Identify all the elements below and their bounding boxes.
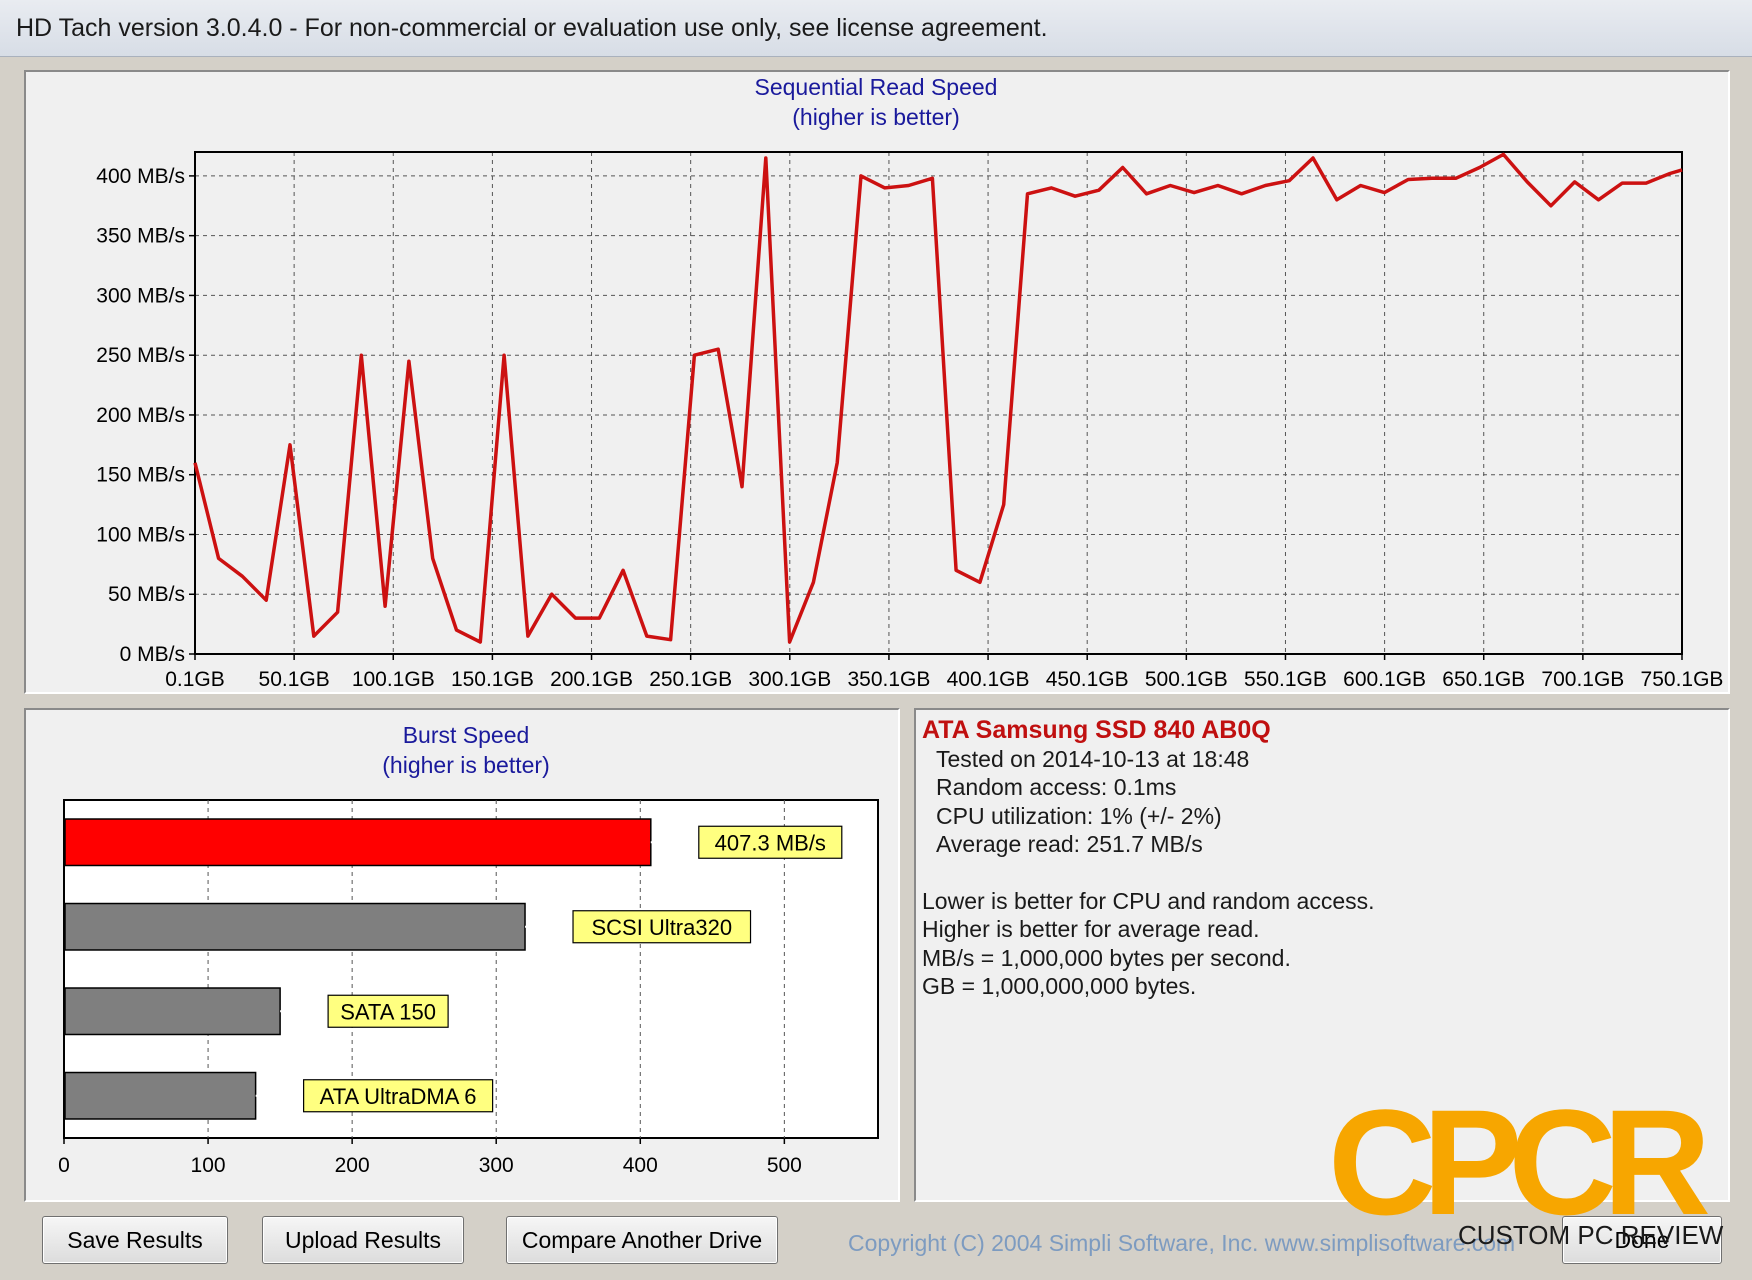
chart-title: Burst Speed bbox=[403, 722, 530, 748]
x-tick-label: 350.1GB bbox=[847, 668, 930, 691]
x-tick-label: 100 bbox=[191, 1154, 226, 1177]
note-line: Higher is better for average read. bbox=[922, 916, 1260, 942]
x-tick-label: 500.1GB bbox=[1145, 668, 1228, 691]
logo-caption: CUSTOM PC REVIEW bbox=[1458, 1220, 1724, 1248]
note-line: MB/s = 1,000,000 bytes per second. bbox=[922, 945, 1291, 971]
y-tick-label: 300 MB/s bbox=[96, 284, 185, 307]
bar-label-box bbox=[303, 1079, 494, 1113]
burst-speed-chart: Burst Speed (higher is better) 407.3 MB/… bbox=[58, 722, 879, 1177]
bar-label-box bbox=[698, 825, 843, 859]
bar bbox=[64, 987, 281, 1036]
plot-area-frame bbox=[194, 151, 1683, 655]
y-tick-label: 350 MB/s bbox=[96, 225, 185, 248]
tested-date: Tested on 2014-10-13 at 18:48 bbox=[936, 746, 1250, 772]
x-tick-label: 200 bbox=[335, 1154, 370, 1177]
y-tick-label: 400 MB/s bbox=[96, 165, 185, 188]
x-tick-label: 400.1GB bbox=[947, 668, 1030, 691]
chart-subtitle: (higher is better) bbox=[382, 752, 549, 778]
bar-label: ATA UltraDMA 6 bbox=[320, 1084, 477, 1109]
sequential-read-panel: Sequential Read Speed (higher is better)… bbox=[24, 70, 1730, 694]
y-tick-label: 100 MB/s bbox=[96, 523, 185, 546]
copyright-text: Copyright (C) 2004 Simpli Software, Inc.… bbox=[848, 1230, 1516, 1256]
bar-label: SATA 150 bbox=[340, 999, 436, 1024]
bar-label: 407.3 MB/s bbox=[715, 830, 826, 855]
title-bar: HD Tach version 3.0.4.0 - For non-commer… bbox=[0, 0, 1752, 57]
upload-results-button[interactable]: Upload Results bbox=[262, 1216, 464, 1264]
save-results-button[interactable]: Save Results bbox=[42, 1216, 228, 1264]
drive-info-panel: ATA Samsung SSD 840 AB0Q Tested on 2014-… bbox=[914, 708, 1730, 1202]
note-line: GB = 1,000,000,000 bytes. bbox=[922, 973, 1197, 999]
cpcr-watermark-logo: CPCR CUSTOM PC REVIEW bbox=[1328, 1108, 1724, 1248]
logo-letters: CPCR bbox=[1328, 1108, 1709, 1246]
chart-subtitle: (higher is better) bbox=[792, 104, 959, 130]
window-title: HD Tach version 3.0.4.0 - For non-commer… bbox=[16, 14, 1048, 42]
x-tick-label: 700.1GB bbox=[1541, 668, 1624, 691]
x-tick-label: 0 bbox=[58, 1154, 70, 1177]
series-line bbox=[193, 152, 1683, 644]
bar bbox=[64, 1071, 257, 1120]
y-tick-label: 150 MB/s bbox=[96, 464, 185, 487]
x-tick-label: 250.1GB bbox=[649, 668, 732, 691]
x-tick-label: 150.1GB bbox=[451, 668, 534, 691]
x-tick-label: 200.1GB bbox=[550, 668, 633, 691]
note-line: Lower is better for CPU and random acces… bbox=[922, 888, 1375, 914]
x-tick-label: 300 bbox=[479, 1154, 514, 1177]
bar-label-box bbox=[327, 994, 449, 1028]
cpu-utilization: CPU utilization: 1% (+/- 2%) bbox=[936, 803, 1222, 829]
x-tick-label: 550.1GB bbox=[1244, 668, 1327, 691]
x-tick-label: 0.1GB bbox=[165, 668, 225, 691]
y-tick-label: 50 MB/s bbox=[108, 583, 185, 606]
bar bbox=[64, 818, 652, 867]
x-tick-label: 600.1GB bbox=[1343, 668, 1426, 691]
compare-another-drive-button[interactable]: Compare Another Drive bbox=[506, 1216, 778, 1264]
bar-label-box bbox=[572, 910, 752, 944]
drive-name: ATA Samsung SSD 840 AB0Q bbox=[922, 716, 1271, 744]
x-tick-label: 500 bbox=[767, 1154, 802, 1177]
x-tick-label: 100.1GB bbox=[352, 668, 435, 691]
done-button[interactable]: Done bbox=[1562, 1216, 1722, 1264]
bar-label: SCSI Ultra320 bbox=[591, 915, 732, 940]
sequential-read-chart: Sequential Read Speed (higher is better)… bbox=[96, 74, 1724, 691]
chart-title: Sequential Read Speed bbox=[755, 74, 998, 100]
x-tick-label: 450.1GB bbox=[1046, 668, 1129, 691]
x-tick-label: 650.1GB bbox=[1442, 668, 1525, 691]
x-tick-label: 300.1GB bbox=[748, 668, 831, 691]
average-read: Average read: 251.7 MB/s bbox=[936, 831, 1203, 857]
bar bbox=[64, 902, 526, 951]
random-access: Random access: 0.1ms bbox=[936, 774, 1177, 800]
y-tick-label: 200 MB/s bbox=[96, 404, 185, 427]
x-tick-label: 400 bbox=[623, 1154, 658, 1177]
x-tick-label: 750.1GB bbox=[1641, 668, 1724, 691]
burst-speed-panel: Burst Speed (higher is better) 407.3 MB/… bbox=[24, 708, 900, 1202]
x-tick-label: 50.1GB bbox=[259, 668, 330, 691]
y-tick-label: 250 MB/s bbox=[96, 344, 185, 367]
y-tick-label: 0 MB/s bbox=[120, 643, 185, 666]
